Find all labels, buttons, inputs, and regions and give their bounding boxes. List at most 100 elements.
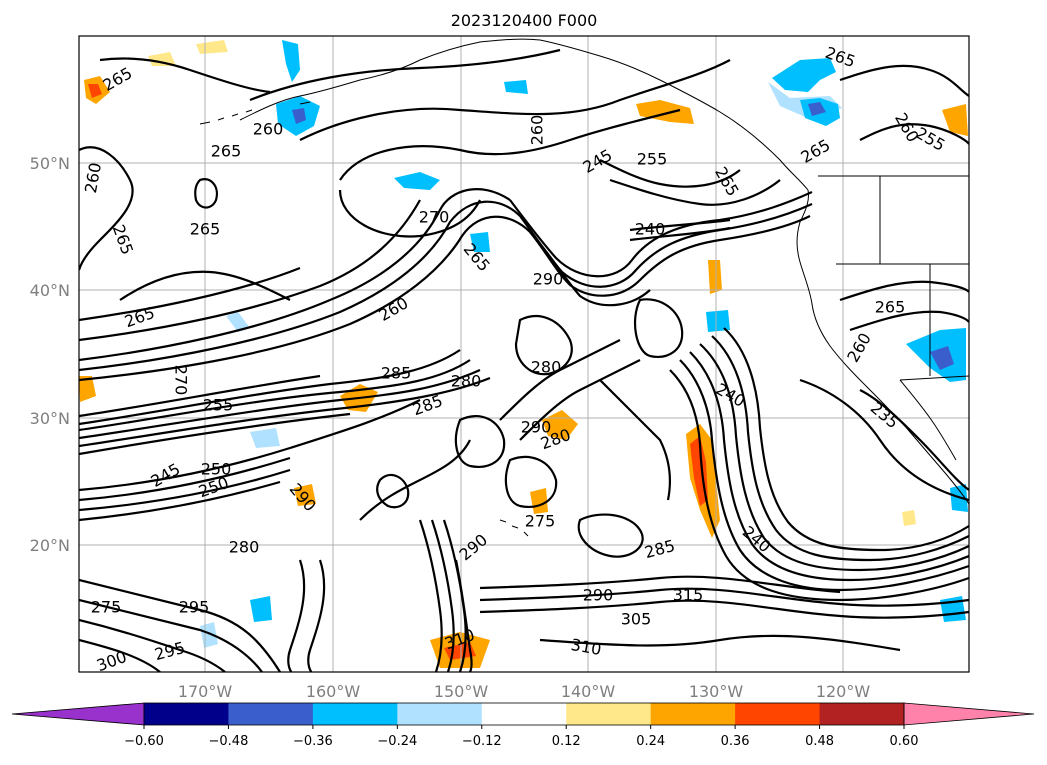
contour-line [859,389,969,491]
contour-label: 270 [172,365,191,396]
contour-line [79,578,281,672]
shade-patch-orange [294,484,316,506]
shade-patch-blue [394,172,440,190]
contour-label: 315 [673,586,704,605]
contour-line [599,159,741,188]
longitude-label: 160°W [306,682,361,701]
colorbar-ticks: −0.60 −0.48 −0.36 −0.24 −0.12 0.12 0.24 0.36 0.4… [124,725,918,749]
contour-line [454,415,506,468]
contour-line [629,218,731,232]
contour-line [119,270,291,301]
contour-line [79,349,461,426]
latitude-label: 20°N [30,536,70,555]
contour-line [307,559,326,672]
contour-line [479,575,841,594]
coastline-hawaii [499,519,529,537]
colorbar-tick-label: 0.36 [721,734,750,749]
shade-patch-blue [772,58,836,92]
colorbar-tick-label: 0.60 [890,734,919,749]
contour-line [539,243,651,307]
colorbar-tick-label: −0.60 [124,734,164,749]
contour-line [79,376,491,448]
contour-line [79,359,471,432]
contour-line [79,598,263,672]
coastline-alaska [239,38,809,191]
contour-line [679,359,969,592]
contour-line [79,468,291,512]
contour-line [299,59,731,141]
shade-patch-yellow [902,510,916,526]
map-frame [78,35,970,673]
colorbar-frame [143,702,905,726]
contour-line [79,618,226,672]
contour-line [287,559,306,672]
contour-label: 305 [621,610,652,629]
contour-label: 285 [381,364,412,383]
contour-line [689,351,969,582]
contour-line [723,327,969,552]
map-background [79,36,969,672]
contour-line [79,215,531,382]
shade-patch-yellow [148,52,176,66]
contour-label: 280 [229,538,260,557]
longitude-label: 130°W [689,682,744,701]
contour-label: 265 [211,142,242,161]
longitude-label: 170°W [178,682,233,701]
contour-line [859,123,969,145]
shade-patch-blue [250,596,272,622]
colorbar-segment [481,703,567,725]
shade-patch-blue [470,232,490,252]
contour-line [338,189,481,238]
contour-line [514,315,573,376]
shade-patch-lightblue [250,428,280,448]
border-states [836,176,969,376]
contour-line [839,64,969,97]
contour-line [479,599,969,619]
contour-label: 255 [203,396,234,415]
contour-label: 255 [637,150,668,169]
contour-label: 260 [528,115,547,146]
contour-label: 250 [201,460,232,479]
colorbar-tick-label: 0.24 [636,734,665,749]
colorbar-segment [819,703,905,725]
border-us-mexico [899,375,969,381]
contour-line [629,226,731,242]
contour-label: 260 [253,120,284,139]
contour-line [249,48,561,102]
contour-line [669,369,969,602]
contour-line [599,379,671,501]
shade-patch-darkblue [808,102,826,116]
colorbar-segment [566,703,652,725]
contour-line [418,519,443,672]
map-gridlines [79,36,969,672]
contour-line [633,298,684,358]
contour-line [430,519,455,672]
shade-patch-orange [79,376,96,402]
shade-patch-lightblue [226,312,250,332]
contour-line [509,190,813,278]
contour-line [711,335,969,562]
longitude-label: 120°W [816,682,871,701]
contour-line [479,587,969,607]
shade-patch-orange [708,260,722,294]
contour-line [699,343,969,572]
map-title: 2023120400 F000 [451,11,598,30]
shade-patch-blue [504,80,528,94]
colorbar-segment [228,703,314,725]
coastline-northamerica [796,189,969,505]
colorbar-tick-label: −0.36 [293,734,333,749]
colorbar-segment [144,703,229,725]
coastline-aleutians [199,101,311,125]
colorbar-extend-max [903,702,1035,726]
colorbar-tick-label: −0.24 [377,734,417,749]
contour-label: 280 [451,372,482,391]
contour-label: 270 [419,208,450,227]
contour-lines [79,48,969,672]
shade-patch-orange [942,104,968,136]
contour-line [99,57,271,94]
colorbar-extend-min [11,702,145,726]
contour-label: 290 [533,270,564,289]
shade-patch-darkblue [930,346,954,370]
